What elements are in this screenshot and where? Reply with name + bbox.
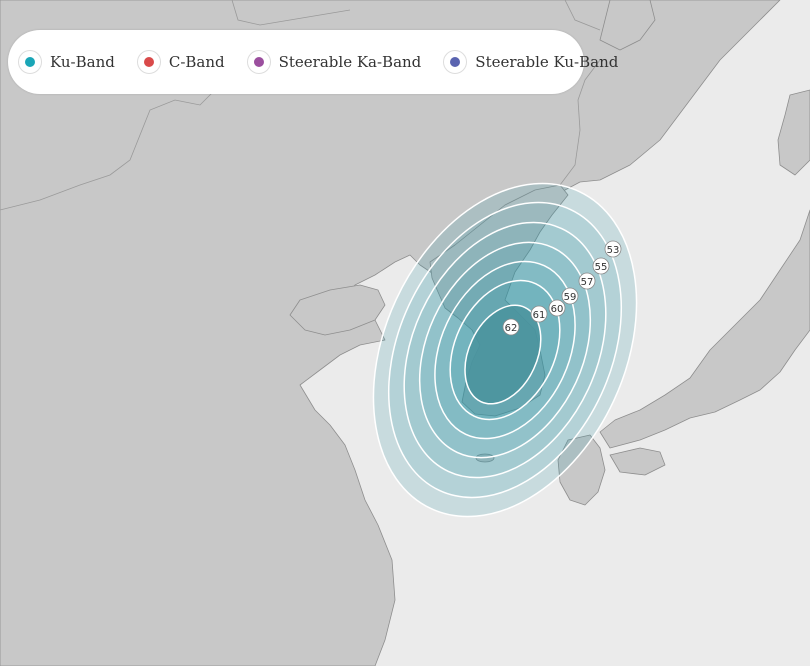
legend-swatch <box>253 57 264 67</box>
svg-text:55: 55 <box>595 262 608 273</box>
shikoku <box>609 447 666 476</box>
band-legend: Ku-Band C-Band Steerable Ka-Band Steerab… <box>8 30 618 94</box>
svg-text:53: 53 <box>607 245 620 256</box>
legend-item-c-band[interactable]: C-Band <box>136 50 225 74</box>
steerable-ka-band-dot-icon <box>246 50 271 74</box>
legend-item-steerable-ka-band[interactable]: Steerable Ka-Band <box>246 50 422 74</box>
contour-62[interactable] <box>450 293 556 416</box>
legend-label: Ku-Band <box>50 53 115 71</box>
legend-swatch <box>25 57 35 67</box>
contour-label-55: 55 <box>592 257 610 275</box>
kyushu <box>557 434 606 506</box>
contour-label-61: 61 <box>530 305 548 323</box>
contour-label-60: 60 <box>548 299 566 317</box>
borders-layer <box>0 0 601 211</box>
svg-text:57: 57 <box>581 277 594 288</box>
legend-item-steerable-ku-band[interactable]: Steerable Ku-Band <box>443 50 618 74</box>
contour-label-53: 53 <box>604 240 622 258</box>
svg-text:59: 59 <box>564 292 577 303</box>
ku-band-coverage[interactable] <box>322 141 687 560</box>
legend-label: Steerable Ka-Band <box>278 53 422 71</box>
legend-item-ku-band[interactable]: Ku-Band <box>18 50 115 74</box>
contour-labels: 53 55 57 59 60 61 <box>502 240 622 336</box>
svg-text:60: 60 <box>551 304 564 315</box>
primorye <box>599 0 656 51</box>
legend-label: Steerable Ku-Band <box>475 53 619 71</box>
shandong-peninsula <box>289 284 386 336</box>
honshu <box>599 209 810 449</box>
legend-swatch <box>450 57 461 67</box>
steerable-ku-band-dot-icon <box>443 50 468 74</box>
contour-label-62: 62 <box>502 318 520 336</box>
legend-swatch <box>143 57 154 67</box>
c-band-dot-icon <box>136 50 161 74</box>
svg-text:61: 61 <box>533 310 546 321</box>
legend-label: C-Band <box>168 53 225 71</box>
ku-band-dot-icon <box>18 50 42 74</box>
contour-label-59: 59 <box>561 287 579 305</box>
svg-text:62: 62 <box>505 323 518 334</box>
hokkaido <box>777 89 810 176</box>
contour-label-57: 57 <box>578 272 596 290</box>
